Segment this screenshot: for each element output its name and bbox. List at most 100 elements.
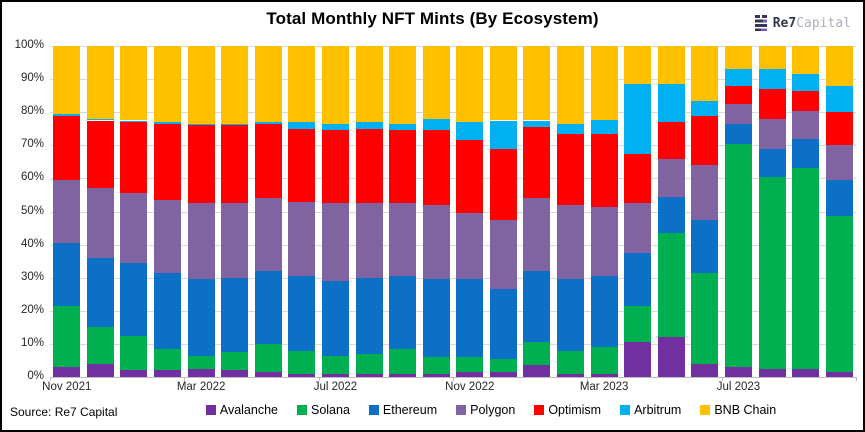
legend-swatch-solana	[296, 405, 307, 415]
y-tick-label-20: 20%	[20, 303, 44, 316]
bar-mar-2023	[590, 46, 618, 377]
segment-solana	[355, 353, 383, 374]
segment-arbitrum	[221, 123, 249, 126]
legend-item-solana: Solana	[296, 403, 350, 417]
segment-avalanche	[422, 373, 450, 377]
y-tick-label-30: 30%	[20, 270, 44, 283]
segment-optimism	[389, 130, 417, 204]
segment-avalanche	[657, 337, 685, 377]
bar-jan-2022	[120, 46, 148, 377]
segment-avalanche	[187, 368, 215, 377]
legend-item-arbitrum: Arbitrum	[620, 403, 681, 417]
legend-label: Ethereum	[382, 403, 438, 417]
y-tick-label-60: 60%	[20, 171, 44, 184]
segment-optimism	[288, 128, 316, 202]
segment-bnb-chain	[86, 46, 114, 119]
segment-solana	[590, 347, 618, 374]
gridline-10	[50, 343, 856, 345]
segment-avalanche	[557, 373, 585, 377]
segment-bnb-chain	[254, 46, 282, 123]
segment-arbitrum	[288, 122, 316, 129]
y-tick-label-10: 10%	[20, 336, 44, 349]
y-tick-label-80: 80%	[20, 105, 44, 118]
segment-avalanche	[86, 363, 114, 377]
x-axis-tick	[721, 377, 723, 381]
segment-optimism	[657, 122, 685, 159]
bar-may-2023	[657, 46, 685, 377]
bar-oct-2023	[825, 46, 853, 377]
segment-polygon	[120, 193, 148, 263]
segment-polygon	[321, 203, 349, 282]
segment-polygon	[456, 213, 484, 280]
segment-ethereum	[389, 276, 417, 349]
segment-polygon	[657, 158, 685, 197]
segment-ethereum	[624, 252, 652, 306]
bar-feb-2023	[557, 46, 585, 377]
segment-ethereum	[288, 276, 316, 351]
logo-text: Re7Capital	[773, 16, 851, 31]
segment-bnb-chain	[321, 46, 349, 124]
segment-bnb-chain	[187, 46, 215, 124]
segment-optimism	[792, 90, 820, 111]
segment-solana	[792, 168, 820, 369]
segment-avalanche	[523, 365, 551, 377]
segment-polygon	[691, 165, 719, 220]
bar-sep-2023	[792, 46, 820, 377]
segment-solana	[389, 348, 417, 374]
segment-optimism	[254, 123, 282, 199]
segment-bnb-chain	[590, 46, 618, 121]
legend-label: BNB Chain	[714, 403, 777, 417]
segment-bnb-chain	[120, 46, 148, 121]
segment-arbitrum	[590, 120, 618, 134]
segment-arbitrum	[657, 84, 685, 123]
legend-item-ethereum: Ethereum	[368, 403, 438, 417]
segment-solana	[288, 350, 316, 374]
x-tick-label-mar-2022: Mar 2022	[176, 381, 226, 393]
segment-ethereum	[355, 277, 383, 354]
segment-ethereum	[523, 271, 551, 343]
segment-ethereum	[187, 279, 215, 356]
bar-jul-2023	[724, 46, 752, 377]
legend-label: Polygon	[470, 403, 516, 417]
segment-optimism	[456, 140, 484, 214]
bar-dec-2021	[86, 46, 114, 377]
segment-optimism	[724, 85, 752, 104]
y-tick-label-70: 70%	[20, 138, 44, 151]
legend-label: Arbitrum	[634, 403, 682, 417]
segment-bnb-chain	[288, 46, 316, 123]
segment-ethereum	[422, 279, 450, 358]
segment-optimism	[590, 133, 618, 207]
segment-solana	[254, 343, 282, 373]
segment-avalanche	[389, 373, 417, 377]
segment-optimism	[489, 148, 517, 220]
segment-solana	[53, 305, 81, 368]
gridline-40	[50, 244, 856, 246]
y-tick-label-90: 90%	[20, 72, 44, 85]
segment-arbitrum	[489, 120, 517, 149]
segment-avalanche	[590, 373, 618, 377]
segment-bnb-chain	[489, 46, 517, 121]
segment-avalanche	[691, 363, 719, 377]
legend-item-avalanche: Avalanche	[205, 403, 278, 417]
segment-optimism	[758, 89, 786, 119]
bar-aug-2023	[758, 46, 786, 377]
segment-optimism	[825, 112, 853, 146]
logo-text-secondary: Capital	[796, 15, 851, 31]
segment-ethereum	[825, 180, 853, 217]
bar-nov-2022	[456, 46, 484, 377]
segment-avalanche	[120, 370, 148, 377]
x-axis-tick	[50, 377, 51, 381]
segment-polygon	[288, 201, 316, 277]
segment-bnb-chain	[523, 46, 551, 121]
legend-label: Solana	[310, 403, 350, 417]
segment-bnb-chain	[691, 46, 719, 101]
segment-avalanche	[624, 342, 652, 377]
legend: Avalanche Solana Ethereum Polygon Optimism Ar…	[127, 403, 855, 417]
gridline-50	[50, 211, 856, 213]
segment-solana	[221, 352, 249, 371]
bar-sep-2022	[389, 46, 417, 377]
segment-arbitrum	[691, 100, 719, 116]
segment-solana	[120, 335, 148, 371]
segment-polygon	[590, 206, 618, 277]
segment-avalanche	[321, 373, 349, 377]
